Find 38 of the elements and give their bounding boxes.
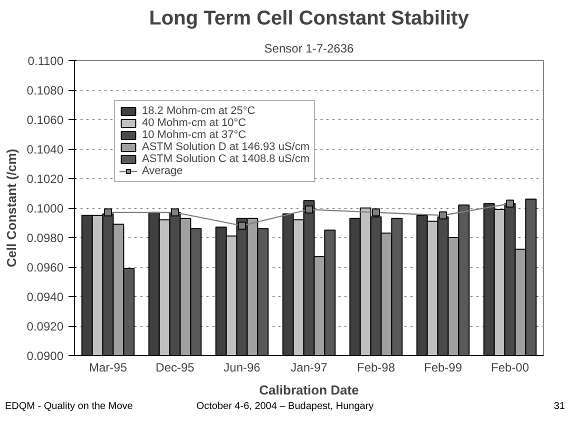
- y-tick-label: 0.1000: [26, 202, 64, 216]
- point: [372, 208, 380, 216]
- chart-subtitle: Sensor 1-7-2636: [264, 42, 354, 56]
- y-axis-title: Cell Constant (/cm): [4, 148, 19, 268]
- x-tick-label: Feb-98: [356, 360, 396, 374]
- legend-label: 18.2 Mohm-cm at 25°C: [142, 105, 256, 117]
- point: [439, 211, 447, 220]
- legend-label: 40 Mohm-cm at 10°C: [142, 117, 246, 129]
- chart-title: Long Term Cell Constant Stability: [149, 8, 470, 30]
- y-tick-label: 0.0980: [26, 231, 64, 245]
- point: [171, 208, 179, 216]
- text: EDQM - Quality on the Move: [5, 400, 133, 414]
- text: October 4-6, 2004 – Budapest, Hungary: [196, 400, 374, 414]
- y-tick-label: 0.1100: [28, 54, 64, 68]
- text: 31: [554, 400, 565, 414]
- x-tick-label: Mar-95: [88, 360, 128, 374]
- point: [305, 205, 313, 214]
- y-tick-label: 0.0920: [26, 320, 64, 334]
- x-tick-label: Dec-95: [156, 360, 195, 374]
- y-tick-label: 0.1060: [26, 113, 64, 127]
- point: [104, 208, 112, 216]
- point: [238, 222, 246, 230]
- y-tick-label: 0.1040: [26, 142, 64, 156]
- y-tick-label: 0.0960: [26, 260, 64, 274]
- y-tick-label: 0.0900: [26, 349, 64, 363]
- legend-label: Average: [142, 165, 183, 177]
- y-tick-label: 0.0940: [26, 290, 64, 304]
- legend-label: 10 Mohm-cm at 37°C: [142, 129, 246, 141]
- x-tick-label: Feb-00: [490, 360, 530, 374]
- x-tick-label: Jun-96: [224, 360, 261, 374]
- point: [506, 200, 514, 208]
- y-tick-label: 0.1020: [26, 172, 64, 186]
- legend-label: ASTM Solution D at 146.93 uS/cm: [142, 141, 310, 153]
- x-tick-label: Feb-99: [424, 360, 462, 374]
- legend-label: ASTM Solution C at 1408.8 uS/cm: [142, 153, 310, 165]
- y-tick-label: 0.1080: [26, 84, 64, 98]
- x-tick-label: Jan-97: [290, 360, 328, 374]
- x-axis-title: Calibration Date: [259, 382, 359, 398]
